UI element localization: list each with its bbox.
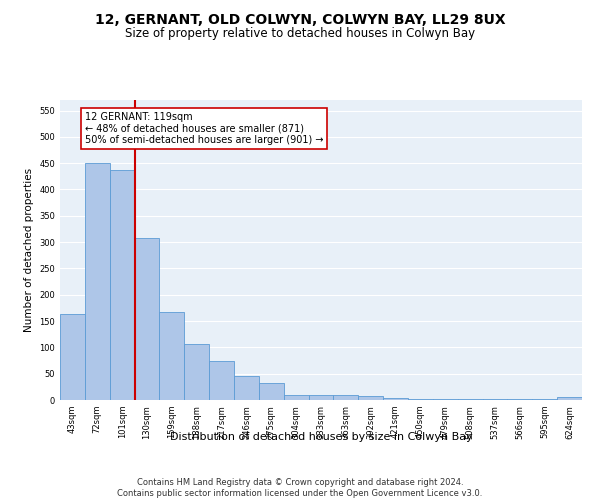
Bar — [284, 394, 308, 400]
Bar — [259, 383, 284, 400]
Bar — [209, 361, 234, 400]
Bar — [383, 398, 408, 400]
Bar — [110, 170, 134, 400]
Bar — [557, 398, 582, 400]
Bar — [134, 238, 160, 400]
Bar — [85, 163, 110, 400]
Bar — [160, 312, 184, 400]
Bar — [308, 396, 334, 400]
Text: Size of property relative to detached houses in Colwyn Bay: Size of property relative to detached ho… — [125, 28, 475, 40]
Text: Contains HM Land Registry data © Crown copyright and database right 2024.
Contai: Contains HM Land Registry data © Crown c… — [118, 478, 482, 498]
Bar — [234, 376, 259, 400]
Bar — [184, 344, 209, 400]
Bar — [334, 396, 358, 400]
Text: Distribution of detached houses by size in Colwyn Bay: Distribution of detached houses by size … — [170, 432, 472, 442]
Y-axis label: Number of detached properties: Number of detached properties — [24, 168, 34, 332]
Text: 12 GERNANT: 119sqm
← 48% of detached houses are smaller (871)
50% of semi-detach: 12 GERNANT: 119sqm ← 48% of detached hou… — [85, 112, 323, 145]
Bar — [60, 314, 85, 400]
Text: 12, GERNANT, OLD COLWYN, COLWYN BAY, LL29 8UX: 12, GERNANT, OLD COLWYN, COLWYN BAY, LL2… — [95, 12, 505, 26]
Bar — [358, 396, 383, 400]
